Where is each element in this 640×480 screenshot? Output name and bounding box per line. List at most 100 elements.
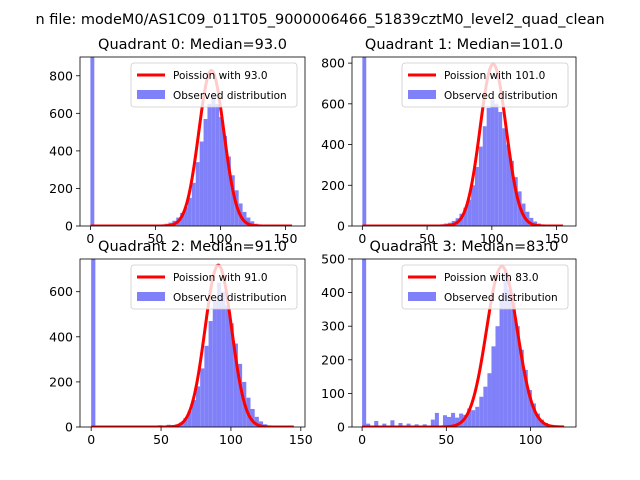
histogram-bar (250, 221, 255, 226)
histogram-bar (509, 160, 514, 226)
histogram-bar (527, 390, 532, 427)
histogram-bar (498, 111, 503, 226)
legend: Poission with 83.0 Observed distribution (401, 264, 569, 310)
y-tick-label: 600 (321, 96, 345, 111)
poisson-fit-line (361, 62, 564, 226)
histogram-bar (212, 300, 217, 427)
poisson-fit-line (90, 263, 295, 427)
x-tick-label: 0 (86, 231, 94, 246)
histogram-bar (535, 413, 540, 427)
histogram-bar (494, 103, 499, 226)
histogram-bar (246, 217, 251, 226)
x-tick-label: 100 (519, 432, 543, 447)
x-tick-label: 0 (358, 432, 366, 447)
y-tick-label: 600 (49, 284, 73, 299)
axes-frame (351, 56, 577, 227)
histogram-bar (366, 423, 371, 427)
histogram-bar (237, 363, 243, 427)
legend-box (130, 264, 298, 310)
legend-patch-swatch (137, 90, 165, 99)
histogram-bar (442, 415, 447, 427)
x-tick-label: 100 (219, 432, 243, 447)
y-tick-label: 400 (321, 285, 345, 300)
legend-patch-swatch (408, 292, 436, 301)
legend: Poission with 91.0 Observed distribution (130, 264, 298, 310)
histogram-bar (382, 423, 387, 427)
histogram-bar (187, 197, 192, 226)
histogram-bar (483, 386, 488, 427)
y-tick-label: 200 (321, 178, 345, 193)
histogram-bar (229, 323, 234, 427)
histogram-bar (430, 419, 435, 427)
histogram-bar (242, 211, 247, 226)
histogram-bar (503, 272, 508, 427)
histogram-bar (211, 94, 216, 226)
x-tick-label: 100 (209, 231, 233, 246)
y-tick-label: 100 (321, 386, 345, 401)
y-tick-label: 200 (49, 181, 73, 196)
legend-label-observed: Observed distribution (444, 90, 558, 102)
histogram-bar (502, 128, 507, 226)
subplot-quadrant-2: 0 50 100 150 0 200 400 600 Quadrant 2: Median=91… (49, 239, 313, 447)
histogram-bar (486, 107, 491, 226)
histogram-bar (434, 412, 439, 427)
legend: Poission with 93.0 Observed distribution (130, 62, 298, 108)
y-tick-label: 400 (49, 143, 73, 158)
histogram-bar (191, 399, 196, 427)
axes-frame (79, 56, 306, 227)
histogram-bar (390, 420, 395, 427)
histogram (91, 259, 276, 427)
histogram-bar (219, 117, 224, 226)
x-tick-label: 150 (274, 231, 298, 246)
histogram-bar (91, 259, 96, 427)
y-tick-label: 800 (321, 56, 345, 71)
histogram-bar (90, 57, 95, 226)
histogram-bar (203, 118, 208, 226)
histogram-bar (531, 403, 536, 427)
histogram-bar (463, 207, 468, 226)
legend-patch-swatch (137, 292, 165, 301)
histogram-bar (455, 417, 460, 427)
x-tick-label: 50 (419, 231, 435, 246)
y-tick-label: 800 (49, 68, 73, 83)
histogram-bar (223, 135, 227, 226)
subplot-quadrant-3: 0 50 100 0 100 200 300 400 500 Quadrant 3: Median… (321, 239, 577, 447)
histogram-bar (515, 326, 520, 427)
histogram-bar (471, 185, 475, 226)
histogram-bar (183, 417, 188, 427)
histogram-bar (463, 414, 468, 427)
subplot-title: Quadrant 1: Median=101.0 (365, 37, 563, 53)
subplot-title: Quadrant 2: Median=91.0 (98, 239, 287, 255)
y-tick-label: 0 (65, 420, 73, 435)
histogram-bar (204, 345, 209, 427)
histogram-bar (226, 156, 231, 226)
histogram-bar (184, 207, 188, 226)
y-tick-label: 200 (321, 352, 345, 367)
histogram-bar (491, 346, 496, 427)
y-tick-label: 400 (49, 329, 73, 344)
y-tick-label: 200 (49, 374, 73, 389)
x-tick-label: 150 (289, 432, 313, 447)
x-tick-label: 150 (545, 231, 569, 246)
histogram-bar (215, 103, 220, 226)
histogram-bar (230, 175, 235, 226)
histogram-bar (258, 421, 264, 427)
histogram-bar (475, 406, 480, 427)
histogram-bar (208, 321, 213, 427)
histogram-bar (523, 369, 528, 427)
histogram-bar (199, 141, 204, 226)
histogram-bar (511, 302, 516, 427)
y-tick-label: 0 (337, 420, 345, 435)
histogram-bar (233, 343, 238, 427)
histogram-bar (490, 99, 495, 226)
histogram-bar (467, 199, 472, 226)
histogram-bar (451, 412, 456, 427)
histogram-bar (495, 326, 500, 427)
histogram-bar (254, 416, 259, 427)
histogram-bar (499, 299, 504, 427)
histogram-bar (187, 411, 192, 427)
subplot-quadrant-0: 0 50 100 150 0 200 400 600 800 Quadrant 0: Median… (49, 37, 306, 246)
histogram-bar (221, 291, 226, 427)
histogram-bar (506, 144, 510, 226)
histogram-bar (207, 103, 212, 226)
